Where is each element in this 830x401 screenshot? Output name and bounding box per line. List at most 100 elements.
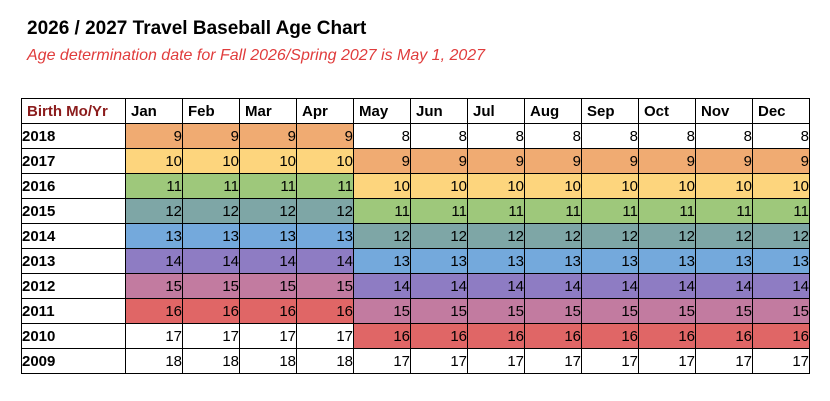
age-cell: 11 bbox=[467, 198, 525, 224]
age-cell: 12 bbox=[581, 223, 639, 249]
age-cell: 14 bbox=[752, 273, 810, 299]
age-cell: 12 bbox=[638, 223, 696, 249]
age-cell: 18 bbox=[125, 348, 183, 374]
age-cell: 9 bbox=[581, 148, 639, 174]
age-cell: 17 bbox=[524, 348, 582, 374]
age-cell: 15 bbox=[410, 298, 468, 324]
age-cell: 14 bbox=[296, 248, 354, 274]
age-cell: 11 bbox=[581, 198, 639, 224]
age-cell: 11 bbox=[638, 198, 696, 224]
birth-year-cell: 2009 bbox=[21, 348, 126, 374]
table-row: 2009 18 18 18 18 17 17 17 17 17 17 17 17 bbox=[21, 348, 810, 374]
age-cell: 11 bbox=[125, 173, 183, 199]
month-header: Dec bbox=[752, 98, 810, 124]
age-cell: 14 bbox=[410, 273, 468, 299]
table-row: 2018 9 9 9 9 8 8 8 8 8 8 8 8 bbox=[21, 123, 810, 149]
header-row: Birth Mo/Yr Jan Feb Mar Apr May Jun Jul … bbox=[21, 98, 810, 124]
age-cell: 11 bbox=[353, 198, 411, 224]
age-cell: 17 bbox=[581, 348, 639, 374]
age-cell: 10 bbox=[125, 148, 183, 174]
age-cell: 16 bbox=[467, 323, 525, 349]
month-header: Aug bbox=[524, 98, 582, 124]
month-header: Oct bbox=[638, 98, 696, 124]
age-cell: 8 bbox=[410, 123, 468, 149]
age-cell: 11 bbox=[695, 198, 753, 224]
age-cell: 16 bbox=[125, 298, 183, 324]
age-cell: 13 bbox=[182, 223, 240, 249]
table-row: 2011 16 16 16 16 15 15 15 15 15 15 15 15 bbox=[21, 298, 810, 324]
age-cell: 15 bbox=[581, 298, 639, 324]
age-cell: 12 bbox=[182, 198, 240, 224]
age-cell: 13 bbox=[524, 248, 582, 274]
age-cell: 15 bbox=[239, 273, 297, 299]
age-cell: 13 bbox=[752, 248, 810, 274]
birth-year-cell: 2011 bbox=[21, 298, 126, 324]
corner-header: Birth Mo/Yr bbox=[21, 98, 126, 124]
age-cell: 16 bbox=[182, 298, 240, 324]
age-cell: 13 bbox=[296, 223, 354, 249]
month-header: Nov bbox=[695, 98, 753, 124]
table-row: 2015 12 12 12 12 11 11 11 11 11 11 11 11 bbox=[21, 198, 810, 224]
age-cell: 8 bbox=[581, 123, 639, 149]
month-header: Feb bbox=[182, 98, 240, 124]
table-row: 2010 17 17 17 17 16 16 16 16 16 16 16 16 bbox=[21, 323, 810, 349]
age-cell: 13 bbox=[353, 248, 411, 274]
month-header: Mar bbox=[239, 98, 297, 124]
birth-year-cell: 2017 bbox=[21, 148, 126, 174]
age-cell: 11 bbox=[182, 173, 240, 199]
age-cell: 13 bbox=[410, 248, 468, 274]
age-cell: 14 bbox=[182, 248, 240, 274]
age-cell: 9 bbox=[239, 123, 297, 149]
age-cell: 10 bbox=[182, 148, 240, 174]
birth-year-cell: 2018 bbox=[21, 123, 126, 149]
age-cell: 8 bbox=[638, 123, 696, 149]
age-cell: 14 bbox=[467, 273, 525, 299]
age-cell: 9 bbox=[296, 123, 354, 149]
age-cell: 16 bbox=[638, 323, 696, 349]
age-cell: 10 bbox=[695, 173, 753, 199]
age-cell: 8 bbox=[524, 123, 582, 149]
age-cell: 13 bbox=[239, 223, 297, 249]
page-title: 2026 / 2027 Travel Baseball Age Chart bbox=[27, 18, 367, 39]
age-cell: 10 bbox=[581, 173, 639, 199]
age-cell: 16 bbox=[353, 323, 411, 349]
age-cell: 17 bbox=[638, 348, 696, 374]
age-cell: 11 bbox=[410, 198, 468, 224]
birth-year-cell: 2013 bbox=[21, 248, 126, 274]
age-cell: 15 bbox=[467, 298, 525, 324]
age-cell: 12 bbox=[695, 223, 753, 249]
age-cell: 11 bbox=[524, 198, 582, 224]
age-cell: 8 bbox=[695, 123, 753, 149]
age-cell: 13 bbox=[581, 248, 639, 274]
age-cell: 12 bbox=[296, 198, 354, 224]
age-cell: 15 bbox=[638, 298, 696, 324]
age-cell: 11 bbox=[239, 173, 297, 199]
page-subtitle: Age determination date for Fall 2026/Spr… bbox=[27, 47, 486, 64]
age-cell: 12 bbox=[467, 223, 525, 249]
age-cell: 12 bbox=[410, 223, 468, 249]
age-cell: 14 bbox=[524, 273, 582, 299]
age-cell: 14 bbox=[239, 248, 297, 274]
month-header: May bbox=[353, 98, 411, 124]
age-cell: 18 bbox=[239, 348, 297, 374]
age-cell: 9 bbox=[182, 123, 240, 149]
age-cell: 15 bbox=[524, 298, 582, 324]
age-cell: 13 bbox=[695, 248, 753, 274]
birth-year-cell: 2014 bbox=[21, 223, 126, 249]
age-cell: 9 bbox=[125, 123, 183, 149]
age-cell: 17 bbox=[695, 348, 753, 374]
age-cell: 13 bbox=[638, 248, 696, 274]
age-cell: 15 bbox=[353, 298, 411, 324]
age-cell: 18 bbox=[296, 348, 354, 374]
age-cell: 17 bbox=[467, 348, 525, 374]
age-cell: 18 bbox=[182, 348, 240, 374]
age-cell: 16 bbox=[410, 323, 468, 349]
age-cell: 10 bbox=[353, 173, 411, 199]
age-cell: 14 bbox=[638, 273, 696, 299]
birth-year-cell: 2012 bbox=[21, 273, 126, 299]
age-cell: 14 bbox=[125, 248, 183, 274]
table-row: 2012 15 15 15 15 14 14 14 14 14 14 14 14 bbox=[21, 273, 810, 299]
month-header: Sep bbox=[581, 98, 639, 124]
table-row: 2017 10 10 10 10 9 9 9 9 9 9 9 9 bbox=[21, 148, 810, 174]
age-cell: 9 bbox=[353, 148, 411, 174]
